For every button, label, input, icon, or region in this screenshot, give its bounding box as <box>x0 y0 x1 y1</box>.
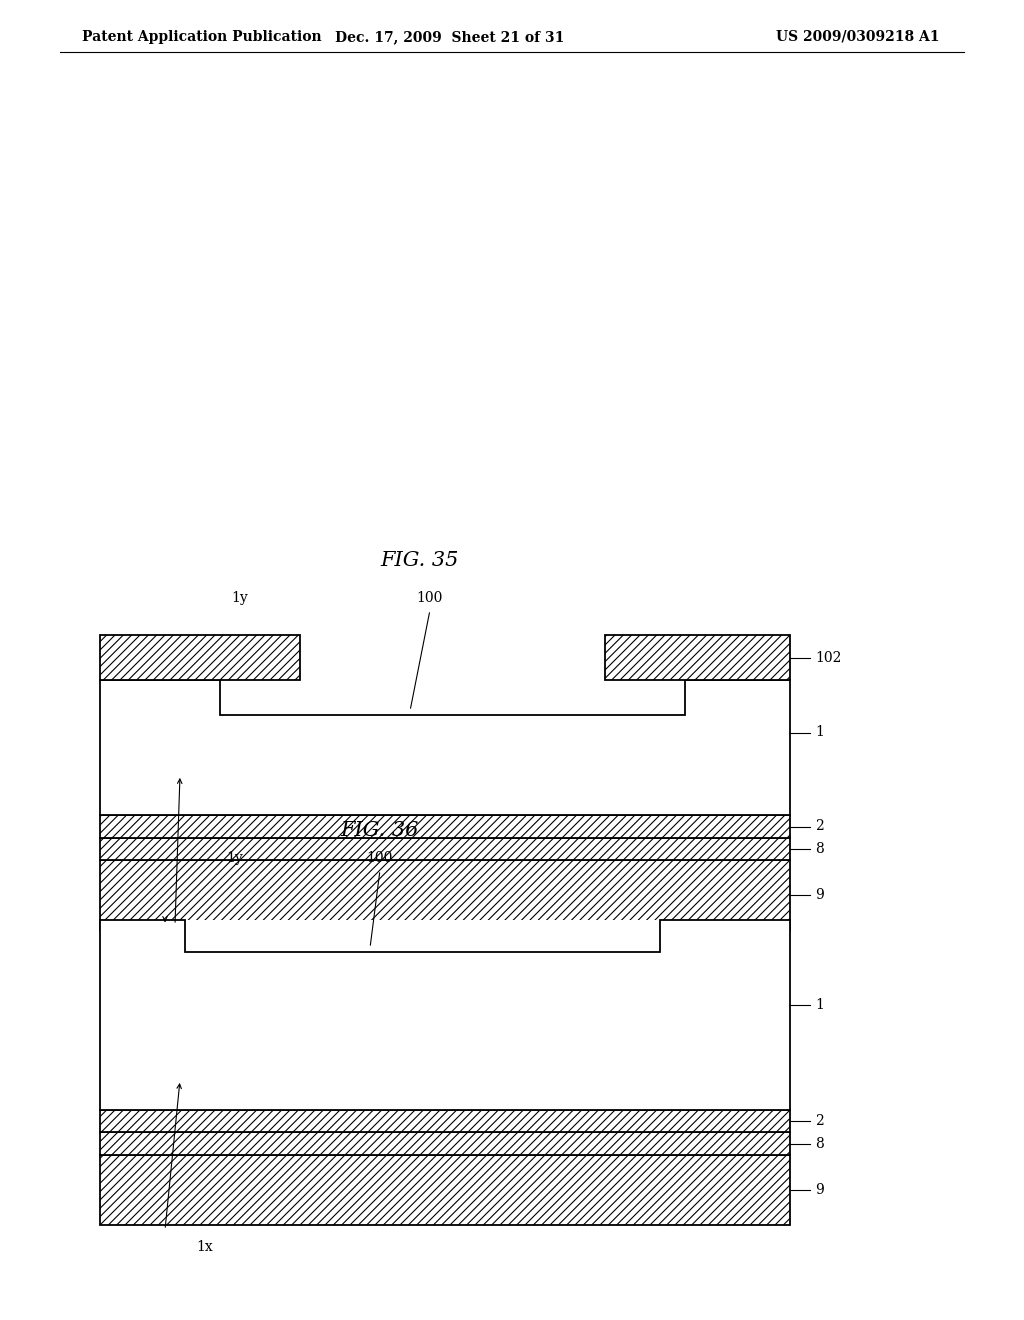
Bar <box>185 920 660 952</box>
Bar <box>605 635 790 680</box>
Text: 2: 2 <box>815 820 823 833</box>
Bar <box>100 1155 790 1225</box>
Bar <box>100 680 790 814</box>
Bar <box>100 814 790 838</box>
Text: Patent Application Publication: Patent Application Publication <box>82 30 322 44</box>
Bar <box>100 838 790 861</box>
Text: 8: 8 <box>815 1137 823 1151</box>
Text: FIG. 35: FIG. 35 <box>381 550 459 569</box>
Bar <box>100 635 300 680</box>
Text: 1x: 1x <box>217 935 233 949</box>
Bar <box>100 920 790 1110</box>
Text: 8: 8 <box>815 842 823 855</box>
Text: US 2009/0309218 A1: US 2009/0309218 A1 <box>776 30 940 44</box>
Text: 100: 100 <box>417 591 443 605</box>
Bar <box>100 1110 790 1133</box>
Text: 9: 9 <box>815 888 823 902</box>
Text: 1: 1 <box>815 998 824 1012</box>
Text: 1: 1 <box>815 726 824 739</box>
Text: 1x: 1x <box>197 1239 213 1254</box>
Bar <box>100 861 790 931</box>
Bar <box>220 680 685 715</box>
Text: 102: 102 <box>815 651 842 664</box>
Text: 9: 9 <box>815 1183 823 1197</box>
Text: FIG. 36: FIG. 36 <box>341 821 419 840</box>
Text: 1y: 1y <box>231 591 249 605</box>
Text: Dec. 17, 2009  Sheet 21 of 31: Dec. 17, 2009 Sheet 21 of 31 <box>335 30 564 44</box>
Text: 100: 100 <box>367 851 393 865</box>
Text: 1y: 1y <box>226 851 244 865</box>
Text: 2: 2 <box>815 1114 823 1129</box>
Bar <box>100 1133 790 1155</box>
